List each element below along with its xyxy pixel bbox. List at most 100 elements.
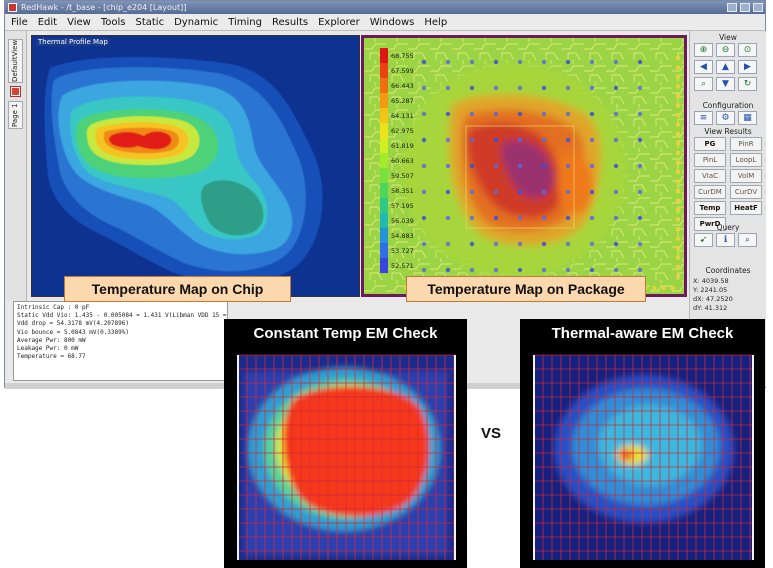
package-pad [676,75,680,79]
tab-default-view[interactable]: DefaultView [8,39,23,83]
vs-label: VS [481,425,502,442]
legend-swatch [380,198,388,213]
coordinate-row: Y: 2241.05 [693,286,728,294]
menu-windows[interactable]: Windows [369,17,415,28]
display-icon[interactable]: ▦ [738,111,757,125]
result-pinl-button[interactable]: PinL [694,153,726,167]
result-pg-button[interactable]: PG [694,137,726,151]
pan-left-icon[interactable]: ◀ [694,60,713,74]
package-bump [421,59,427,65]
log-line: Intrinsic Cap : 0 pF [17,304,90,311]
package-bump [445,267,451,273]
legend-value: 57.195 [391,202,414,210]
package-bump [517,59,523,65]
configuration-tools: ≡ ⚙ ▦ [694,111,757,125]
package-pad [676,122,680,127]
legend-swatch [380,183,388,198]
zoom-area-icon[interactable]: ⌕ [694,77,713,91]
result-curdm-button[interactable]: CurDM [694,185,726,199]
package-pad [676,65,680,70]
result-loopl-button[interactable]: LoopL [730,153,762,167]
menu-tools[interactable]: Tools [100,17,126,28]
legend-value: 59.507 [391,172,414,180]
result-viac-button[interactable]: VIaC [694,169,726,183]
package-bump [613,163,619,169]
menu-edit[interactable]: Edit [37,17,58,28]
result-heatf-button[interactable]: HeatF [730,201,762,215]
pan-right-icon[interactable]: ▶ [738,60,757,74]
package-bump [421,111,427,117]
package-pad [676,160,680,165]
package-bump [517,267,523,273]
zoom-in-icon[interactable]: ⊕ [694,43,713,57]
minimize-button[interactable] [727,3,737,12]
pan-down-icon[interactable]: ▼ [716,77,735,91]
menu-dynamic[interactable]: Dynamic [174,17,219,28]
tab-page-1[interactable]: Page 1 [8,101,23,129]
package-bump [637,137,643,143]
package-bump [637,215,643,221]
layers-icon[interactable]: ≡ [694,111,713,125]
package-bump [469,137,475,143]
refresh-view-icon[interactable]: ↻ [738,77,757,91]
package-bump [445,59,451,65]
package-pad [661,286,666,290]
chip-map-label: Thermal Profile Map [36,38,110,46]
result-curdv-button[interactable]: CurDV [730,185,762,199]
zoom-fit-icon[interactable]: ⊙ [738,43,757,57]
package-bump [565,189,571,195]
menu-help[interactable]: Help [424,17,448,28]
zoom-out-icon[interactable]: ⊖ [716,43,735,57]
package-bump [541,241,547,247]
log-line: Static Vdd Vio: 1.435 - 0.005084 = 1.431… [17,312,227,320]
query-pointer-icon[interactable]: ➹ [694,233,713,247]
power-grid-lines [533,354,754,560]
settings-icon[interactable]: ⚙ [716,111,735,125]
legend-swatch [380,168,388,183]
package-pad [676,227,680,231]
package-pad [676,208,680,212]
thermal-aware-em-title: Thermal-aware EM Check [551,325,734,342]
log-console[interactable]: Intrinsic Cap : 0 pF Static Vdd Vio: 1.4… [13,301,228,381]
menu-explorer[interactable]: Explorer [318,17,360,28]
pan-up-icon[interactable]: ▲ [716,60,735,74]
menu-file[interactable]: File [11,17,28,28]
window-title: RedHawk - /t_base - [chip_e204 [Layout]] [21,3,187,12]
package-bump [469,111,475,117]
legend-swatch [380,93,388,108]
view-results-buttons: PG PinR PinL LoopL VIaC VolM CurDM CurDV… [694,137,762,231]
package-bump [493,241,499,247]
result-pwrd-button[interactable]: PwrD [694,217,726,231]
legend-swatch [380,228,388,243]
package-map-canvas: 68.755 67.599 66.443 65.287 64.131 62.975 61.8… [364,38,684,294]
package-bump [589,267,595,273]
package-bump [637,189,643,195]
thermal-aware-em-panel: Thermal-aware EM Check [520,319,765,568]
menu-view[interactable]: View [67,17,91,28]
menu-timing[interactable]: Timing [228,17,262,28]
package-bumps [421,59,643,273]
package-bump [589,215,595,221]
query-info-icon[interactable]: ℹ [716,233,735,247]
package-bump [445,137,451,143]
result-pinr-button[interactable]: PinR [730,137,762,151]
result-volm-button[interactable]: VolM [730,169,762,183]
package-pad [676,56,680,60]
package-bump [613,111,619,117]
result-temp-button[interactable]: Temp [694,201,726,215]
legend-value: 54.883 [391,232,414,240]
package-bump [493,137,499,143]
package-bump [421,215,427,221]
close-button[interactable] [753,3,763,12]
package-bump [469,241,475,247]
package-bump [421,137,427,143]
package-pad [676,113,680,117]
chip-thermal-map[interactable]: Thermal Profile Map [31,35,360,297]
package-thermal-map[interactable]: 68.755 67.599 66.443 65.287 64.131 62.975 61.8… [361,35,687,297]
menu-results[interactable]: Results [271,17,309,28]
package-bump [445,163,451,169]
query-find-icon[interactable]: ⌕ [738,233,757,247]
package-bump [541,111,547,117]
menu-static[interactable]: Static [135,17,165,28]
maximize-button[interactable] [740,3,750,12]
